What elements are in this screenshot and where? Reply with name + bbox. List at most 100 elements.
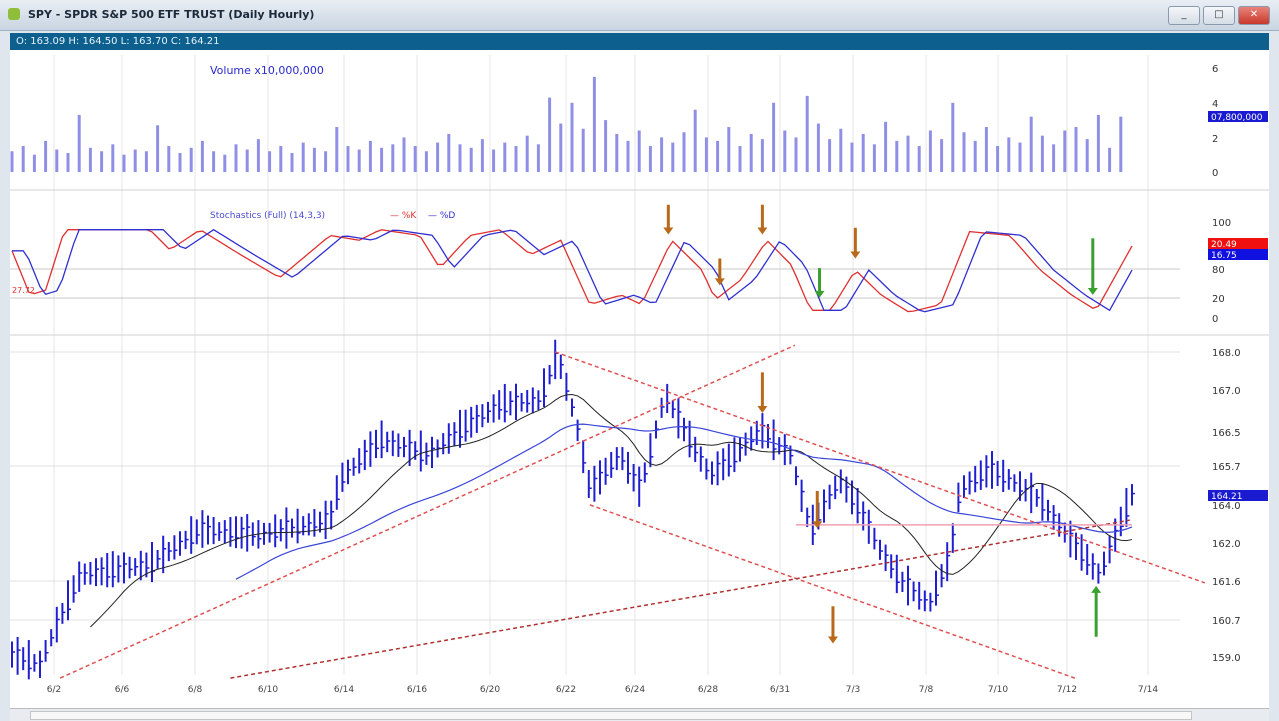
brown-down-arrow-icon-head [757,406,768,414]
volume-bar [951,102,955,172]
volume-bar [917,146,921,172]
volume-bar [637,130,641,172]
date-axis-tick: 6/8 [188,685,203,695]
stoch-k-line [11,229,1133,313]
price-axis-tick: 168.0 [1212,348,1241,359]
volume-bar [458,144,462,172]
volume-bar [660,137,664,172]
volume-bar [1018,142,1022,172]
date-axis-tick: 7/14 [1138,685,1158,695]
price-axis-tick: 165.7 [1212,462,1241,473]
volume-bar [436,142,440,172]
stoch-title: Stochastics (Full) (14,3,3) [210,211,325,221]
horizontal-scrollbar[interactable] [10,708,1269,721]
volume-bar [794,137,798,172]
maximize-button[interactable]: □ [1203,6,1235,25]
volume-bar [335,127,339,172]
stoch-legend-d: — %D [428,211,455,221]
volume-bar [167,146,171,172]
brown-down-arrow-icon-head [850,251,861,259]
volume-bar [592,76,596,172]
green-down-arrow-icon-head [814,290,825,298]
minimize-button[interactable]: _ [1168,6,1200,25]
volume-bar [1108,147,1112,172]
volume-bar [133,149,137,172]
volume-bar [212,151,216,172]
date-axis-tick: 6/28 [698,685,718,695]
volume-bar [671,142,675,172]
price-axis-tick: 164.0 [1212,501,1241,512]
volume-axis-tick: 2 [1212,134,1218,145]
volume-bar [536,144,540,172]
volume-bar [200,140,204,172]
date-axis-tick: 6/6 [115,685,130,695]
volume-bar [413,146,417,172]
moving-average-short [90,393,1133,628]
green-down-arrow-icon-head [1087,287,1098,295]
ohlc-readout: O: 163.09 H: 164.50 L: 163.70 C: 164.21 [10,33,1269,50]
volume-bar [480,139,484,172]
brown-down-arrow-icon-head [757,227,768,235]
price-value-badge [1208,490,1268,501]
chart-svg[interactable]: Volume x10,000,000 642007,800,000Stochast… [10,50,1269,708]
volume-bar [368,140,372,172]
stoch-d-value: 16.75 [1211,251,1237,261]
volume-bar [682,132,686,172]
price-value-label: 164.21 [1211,492,1243,502]
brown-down-arrow-icon-head [827,636,838,644]
volume-bar [66,152,70,172]
volume-axis-tick: 4 [1212,99,1218,110]
volume-value-badge [1208,111,1268,122]
close-button[interactable]: ✕ [1238,6,1270,25]
date-axis-tick: 7/3 [846,685,860,695]
volume-bar [268,151,272,172]
volume-bar [122,154,126,172]
volume-bar [716,140,720,172]
volume-bar [570,102,574,172]
volume-bar [380,147,384,172]
volume-bar [100,151,104,172]
price-axis-tick: 162.0 [1212,539,1241,550]
volume-bar [10,151,14,172]
volume-bar [55,149,59,172]
volume-bar [144,151,148,172]
date-axis-tick: 6/31 [770,685,790,695]
volume-bar [279,146,283,172]
volume-bar [727,127,731,172]
volume-bar [548,97,552,172]
date-axis-tick: 7/8 [919,685,934,695]
stoch-k-value: 20.49 [1211,240,1237,250]
volume-bar [749,133,753,172]
date-axis-tick: 6/14 [334,685,354,695]
volume-bar [816,123,820,172]
volume-bar [1096,114,1100,172]
volume-bar [940,139,944,172]
volume-bar [861,133,865,172]
volume-value-label: 07,800,000 [1211,113,1263,123]
volume-bar [872,144,876,172]
date-axis-tick: 6/24 [625,685,645,695]
trendline [554,351,1206,584]
volume-bar [447,133,451,172]
volume-bar [77,114,81,172]
volume-bar [402,137,406,172]
volume-bar [324,151,328,172]
volume-bar [503,142,507,172]
volume-axis-tick: 6 [1212,64,1218,75]
date-axis-tick: 7/12 [1057,685,1077,695]
date-axis-tick: 6/2 [47,685,61,695]
volume-bar [772,102,776,172]
volume-bar [44,140,48,172]
volume-bar [1029,116,1033,172]
volume-bar [839,128,843,172]
brown-down-arrow-icon-head [663,227,674,235]
volume-bar [928,130,932,172]
volume-bar [704,137,708,172]
price-axis-tick: 167.0 [1212,386,1241,397]
volume-bar [391,144,395,172]
volume-bar [850,142,854,172]
chart-area[interactable]: Volume x10,000,000 6 4 2 0 07,800,000 Stochast… [10,50,1269,708]
brown-down-arrow-icon-head [714,278,725,286]
volume-axis-tick: 0 [1212,168,1218,179]
scrollbar-thumb[interactable] [30,711,1192,720]
